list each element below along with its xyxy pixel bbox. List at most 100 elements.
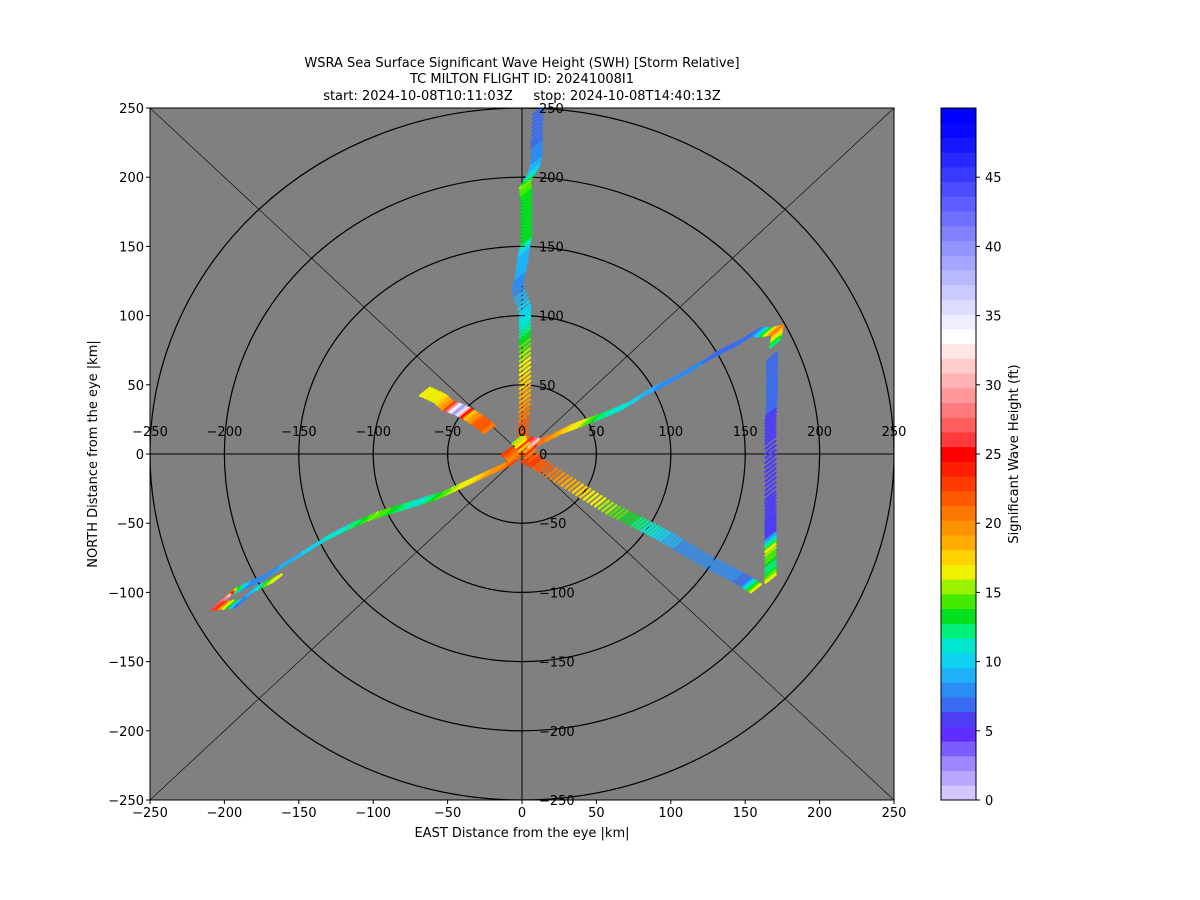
swh-data-point — [520, 192, 533, 204]
swh-data-point — [695, 553, 708, 564]
colorbar-tick-label: 30 — [985, 379, 1002, 394]
swh-data-point — [502, 446, 515, 458]
swh-data-point — [538, 462, 551, 474]
swh-data-point — [520, 234, 533, 245]
swh-data-point — [764, 549, 777, 561]
x-tick-label-center: 50 — [588, 425, 605, 440]
swh-data-point — [740, 577, 754, 588]
swh-data-point — [764, 565, 777, 576]
swh-data-point — [730, 571, 743, 582]
swh-data-point — [744, 579, 757, 591]
swh-data-point — [458, 407, 471, 418]
swh-data-point — [535, 460, 548, 472]
colorbar-segment — [941, 108, 976, 124]
swh-data-point — [389, 504, 402, 515]
swh-data-point — [513, 289, 527, 301]
y-tick-label-center: 150 — [539, 240, 564, 255]
colorbar-segment — [941, 314, 976, 330]
colorbar-segment — [941, 402, 976, 418]
colorbar-segment — [941, 269, 976, 286]
colorbar-tick-label: 35 — [985, 310, 1002, 325]
y-tick-label-center: 50 — [539, 379, 556, 394]
swh-data-point — [764, 462, 777, 474]
swh-data-point — [519, 236, 533, 248]
colorbar-tick-label: 5 — [985, 725, 993, 740]
swh-data-point — [370, 509, 384, 521]
colorbar-segment — [941, 122, 976, 138]
swh-data-point — [738, 576, 752, 587]
swh-data-point — [423, 388, 437, 400]
swh-data-point — [519, 190, 533, 201]
swh-data-point — [770, 328, 784, 340]
swh-data-point — [575, 485, 588, 497]
swh-data-point — [518, 370, 532, 381]
swh-data-point — [708, 559, 721, 571]
colorbar-segment — [941, 682, 976, 698]
y-tick-label: −150 — [108, 656, 144, 671]
swh-data-point — [531, 109, 545, 121]
swh-data-point — [764, 511, 777, 522]
swh-data-point — [518, 384, 532, 395]
swh-data-point — [392, 502, 406, 514]
chart-title-line-3: start: 2024-10-08T10:11:03Z stop: 2024-1… — [323, 89, 721, 104]
swh-data-point — [504, 448, 518, 460]
swh-data-point — [518, 331, 532, 342]
swh-data-point — [765, 351, 779, 363]
swh-data-point — [378, 507, 391, 519]
y-tick-label: −100 — [108, 586, 144, 601]
swh-data-point — [764, 431, 777, 442]
swh-data-point — [567, 481, 581, 492]
swh-data-point — [764, 434, 777, 446]
colorbar-segment — [941, 373, 976, 389]
swh-data-point — [640, 521, 653, 533]
colorbar-segment — [941, 284, 976, 300]
swh-data-point — [765, 389, 779, 401]
swh-data-point — [530, 153, 543, 164]
swh-data-point — [517, 299, 530, 311]
swh-data-point — [438, 398, 452, 409]
x-tick-label: 200 — [807, 806, 832, 821]
swh-data-point — [688, 549, 702, 560]
x-axis-label: EAST Distance from the eye |km| — [414, 826, 629, 841]
swh-data-point — [701, 556, 715, 568]
swh-data-point — [586, 492, 599, 504]
swh-data-point — [601, 501, 614, 513]
swh-data-point — [765, 362, 779, 373]
swh-data-point — [764, 542, 777, 554]
swh-data-point — [430, 491, 443, 502]
swh-data-point — [520, 220, 533, 231]
swh-data-point — [520, 223, 533, 235]
swh-data-point — [531, 113, 545, 125]
swh-data-point — [225, 599, 239, 610]
swh-data-point — [764, 507, 777, 519]
swh-data-point — [597, 499, 611, 510]
swh-data-point — [530, 151, 544, 162]
swh-data-point — [530, 126, 544, 137]
swh-data-point — [745, 580, 759, 592]
swh-data-point — [483, 423, 496, 435]
swh-data-point — [764, 560, 777, 571]
y-tick-label: −50 — [117, 517, 144, 532]
swh-data-point — [518, 303, 532, 314]
x-tick-label: −250 — [132, 806, 168, 821]
colorbar-segment — [941, 358, 976, 374]
swh-data-point — [704, 558, 718, 569]
swh-data-point — [764, 403, 778, 415]
swh-data-point — [582, 490, 596, 501]
swh-data-point — [517, 441, 531, 453]
colorbar-segment — [941, 211, 976, 227]
swh-data-point — [764, 553, 777, 564]
colorbar-segment — [941, 770, 976, 786]
colorbar-tick-label: 10 — [985, 656, 1002, 671]
swh-data-point — [520, 196, 533, 207]
swh-data-point — [451, 403, 464, 415]
swh-data-point — [515, 293, 528, 304]
swh-data-point — [454, 405, 468, 416]
swh-data-point — [619, 511, 633, 522]
y-tick-label: 50 — [127, 379, 144, 394]
swh-data-point — [517, 416, 530, 427]
swh-data-point — [764, 570, 777, 581]
swh-data-point — [679, 543, 692, 555]
swh-data-point — [764, 444, 777, 455]
